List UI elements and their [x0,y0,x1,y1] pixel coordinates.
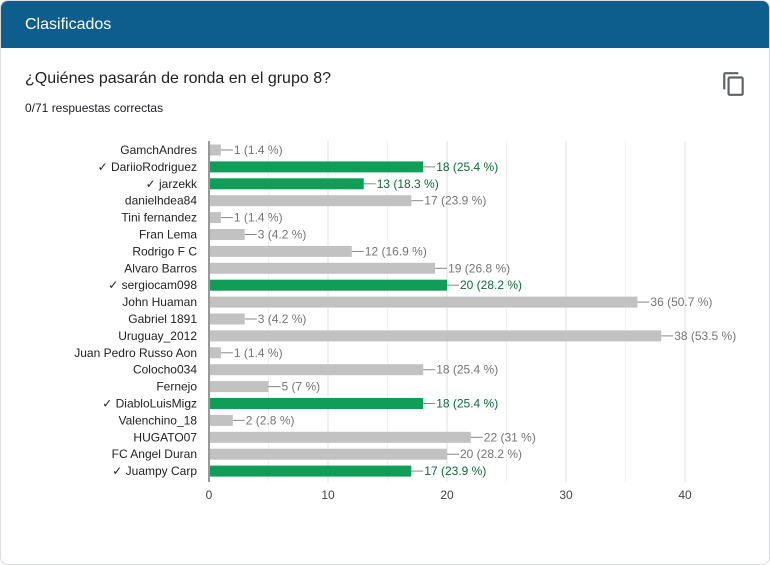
data-label: 20 (28.2 %) [460,447,522,461]
bar [210,364,424,376]
bar [210,195,412,207]
x-tick-label: 20 [440,488,454,502]
bar [210,347,221,359]
x-tick-label: 40 [678,488,692,502]
bar [210,431,471,443]
header-title: Clasificados [25,16,112,33]
data-label: 3 (4.2 %) [258,228,307,242]
bar [210,381,269,393]
bar [210,330,662,342]
category-label: Gabriel 1891 [128,312,197,326]
question-title: ¿Quiénes pasarán de ronda en el grupo 8? [25,70,331,87]
x-tick-label: 30 [559,488,573,502]
category-label: ✓ Juampy Carp [112,464,197,478]
category-label: Colocho034 [133,363,197,377]
category-label: Valenchino_18 [118,413,197,427]
data-label: 19 (26.8 %) [448,261,510,275]
bar [210,448,447,460]
bar [210,414,233,426]
data-label: 18 (25.4 %) [436,397,498,411]
data-label: 38 (53.5 %) [674,329,736,343]
category-label: ✓ jarzekk [146,177,198,191]
data-label: 22 (31 %) [484,430,536,444]
category-label: Fernejo [156,380,197,394]
category-label: GamchAndres [120,143,197,157]
category-label: HUGATO07 [133,430,197,444]
data-label: 17 (23.9 %) [424,194,486,208]
data-label: 1 (1.4 %) [234,211,283,225]
data-label: 12 (16.9 %) [365,244,427,258]
data-label: 2 (2.8 %) [246,413,295,427]
bar [210,398,424,409]
data-label: 17 (23.9 %) [424,464,486,478]
category-label: ✓ DariioRodriguez [98,160,197,174]
category-label: FC Angel Duran [112,447,197,461]
category-label: Juan Pedro Russo Aon [74,346,197,360]
bar [210,229,245,240]
category-label: Tini fernandez [121,211,197,225]
bar [210,313,245,325]
bar [210,279,447,291]
category-label: Rodrigo F C [132,244,197,258]
bar [210,296,638,308]
x-tick-label: 10 [321,488,335,502]
bar [210,178,364,190]
category-label: Uruguay_2012 [118,329,197,343]
data-label: 36 (50.7 %) [650,295,712,309]
category-label: danielhdea84 [125,194,197,208]
data-label: 5 (7 %) [282,380,321,394]
bar [210,212,221,224]
category-label: Alvaro Barros [124,261,197,275]
category-label: Fran Lema [139,228,197,242]
x-tick-label: 0 [206,488,213,502]
data-label: 1 (1.4 %) [234,143,283,157]
data-label: 3 (4.2 %) [258,312,307,326]
bar [210,161,424,173]
data-label: 1 (1.4 %) [234,346,283,360]
category-label: ✓ DiabloLuisMigz [102,397,197,411]
card-header: Clasificados [1,1,769,48]
bar [210,465,412,477]
data-label: 18 (25.4 %) [436,363,498,377]
category-label: John Huaman [122,295,197,309]
data-label: 18 (25.4 %) [436,160,498,174]
bar [210,245,352,257]
bar [210,262,436,274]
bar [210,144,221,156]
correct-count: 0/71 respuestas correctas [25,101,164,115]
data-label: 20 (28.2 %) [460,278,522,292]
category-label: ✓ sergiocam098 [108,278,197,292]
data-label: 13 (18.3 %) [377,177,439,191]
copy-icon[interactable] [721,71,747,97]
